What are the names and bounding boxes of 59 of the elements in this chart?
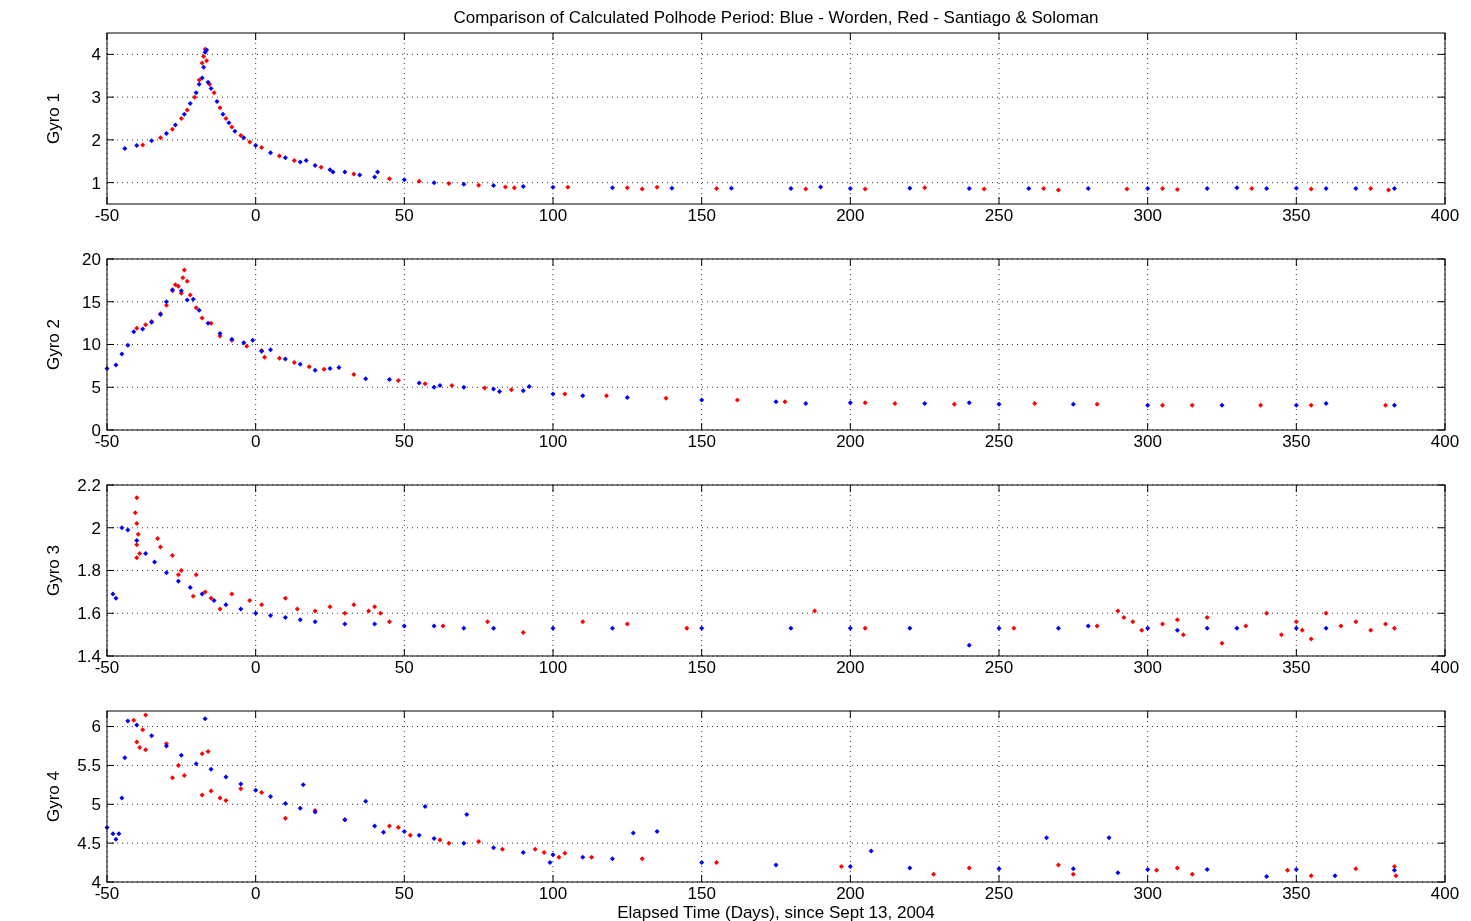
x-tick-label: 300	[1133, 884, 1162, 903]
x-tick-label: 350	[1282, 432, 1311, 451]
y-tick-label: 4	[91, 45, 101, 65]
y-tick-label: 5	[91, 378, 101, 398]
x-tick-label: 50	[394, 884, 414, 903]
y-tick-label: 4.5	[77, 834, 101, 854]
x-tick-label: 100	[538, 658, 568, 677]
y-tick-label: 10	[82, 335, 101, 355]
y-axis-title: Gyro 3	[44, 544, 63, 597]
y-tick-label: 2	[91, 518, 101, 538]
x-tick-label: 350	[1282, 206, 1311, 225]
y-tick-label: 6	[91, 717, 101, 737]
x-tick-label: 50	[394, 432, 414, 451]
y-axis-title: Gyro 1	[44, 92, 63, 145]
y-tick-label: 5	[91, 795, 101, 815]
x-tick-label: 150	[687, 658, 716, 677]
x-tick-label: 300	[1133, 432, 1162, 451]
x-tick-label: 50	[394, 658, 414, 677]
x-tick-label: 0	[250, 432, 261, 451]
x-tick-label: 250	[984, 884, 1014, 903]
chart-title: Comparison of Calculated Polhode Period: Blue - Worden, Red - Santiago & Soloman	[453, 8, 1099, 27]
y-tick-label: 5.5	[77, 756, 101, 776]
x-tick-label: 300	[1133, 206, 1162, 225]
x-tick-label: 250	[984, 432, 1014, 451]
y-axis-title: Gyro 4	[44, 770, 63, 823]
x-tick-label: 0	[250, 206, 261, 225]
x-axis-title: Elapsed Time (Days), since Sept 13, 2004	[617, 903, 935, 921]
y-tick-label: 1	[91, 173, 101, 193]
x-tick-label: -50	[94, 206, 120, 225]
x-tick-label: 150	[687, 206, 716, 225]
x-tick-label: 100	[538, 206, 568, 225]
x-tick-label: 400	[1430, 884, 1460, 903]
x-tick-label: 150	[687, 884, 716, 903]
y-tick-label: 2.2	[77, 475, 101, 495]
x-tick-label: 250	[984, 658, 1014, 677]
y-tick-label: 20	[82, 249, 101, 269]
x-tick-label: 300	[1133, 658, 1162, 677]
x-tick-label: 100	[538, 884, 568, 903]
x-tick-label: 400	[1430, 206, 1460, 225]
x-tick-label: 0	[250, 884, 261, 903]
x-tick-label: 200	[836, 884, 865, 903]
x-tick-label: 0	[250, 658, 261, 677]
x-tick-label: 200	[836, 206, 865, 225]
x-tick-label: 400	[1430, 658, 1460, 677]
x-tick-label: 350	[1282, 658, 1311, 677]
y-tick-label: 2	[91, 130, 101, 150]
x-tick-label: 50	[394, 206, 414, 225]
x-tick-label: 100	[538, 432, 568, 451]
y-tick-label: 15	[82, 292, 101, 312]
y-axis-title: Gyro 2	[44, 318, 63, 371]
x-tick-label: 200	[836, 432, 865, 451]
y-tick-label: 1.6	[77, 604, 101, 624]
y-tick-label: 1.8	[77, 561, 101, 581]
x-tick-label: 200	[836, 658, 865, 677]
x-tick-label: 400	[1430, 432, 1460, 451]
x-tick-label: 350	[1282, 884, 1311, 903]
x-tick-label: 150	[687, 432, 716, 451]
x-tick-label: 250	[984, 206, 1014, 225]
y-tick-label: 3	[91, 88, 101, 108]
